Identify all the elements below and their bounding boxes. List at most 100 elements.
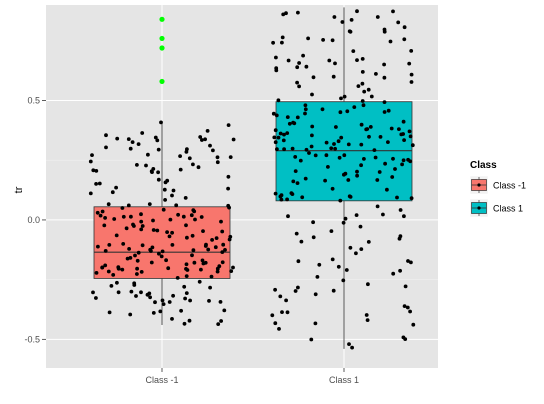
data-point: [402, 304, 407, 308]
data-point: [282, 132, 286, 137]
data-point: [391, 156, 395, 161]
data-point: [360, 99, 365, 103]
data-point: [304, 147, 309, 152]
data-point: [226, 203, 231, 208]
data-point: [184, 223, 188, 228]
data-point: [391, 9, 395, 14]
data-point: [178, 167, 183, 172]
data-point: [147, 291, 152, 296]
data-point: [215, 269, 220, 274]
outlier-point: [159, 45, 165, 51]
data-point: [368, 125, 373, 129]
data-point: [281, 138, 286, 143]
data-point: [162, 187, 167, 192]
data-point: [134, 294, 138, 298]
data-point: [297, 61, 301, 65]
y-tick-label: 0.0: [27, 215, 40, 225]
data-point: [367, 134, 371, 139]
jitter-points-layer: [88, 9, 416, 350]
data-point: [324, 153, 329, 158]
data-point: [323, 178, 327, 183]
data-point: [343, 216, 348, 221]
data-point: [346, 178, 351, 182]
data-point: [135, 258, 140, 263]
data-point: [184, 291, 189, 295]
data-point: [130, 140, 135, 145]
data-point: [95, 210, 100, 215]
data-point: [375, 204, 380, 209]
data-point: [346, 142, 351, 147]
outlier-point: [159, 78, 165, 85]
data-point: [275, 147, 279, 152]
data-point: [103, 263, 108, 268]
data-point: [150, 245, 155, 250]
data-point: [349, 18, 354, 22]
data-point: [409, 80, 414, 84]
data-point: [309, 337, 314, 342]
data-point: [397, 127, 401, 131]
data-point: [406, 157, 410, 162]
data-point: [213, 245, 218, 250]
data-point: [159, 254, 164, 259]
data-point: [409, 196, 414, 201]
data-point: [151, 228, 156, 232]
data-point: [381, 212, 385, 217]
data-point: [188, 298, 193, 303]
data-point: [221, 242, 226, 247]
data-point: [398, 268, 402, 273]
data-point: [165, 230, 170, 235]
data-point: [125, 256, 130, 261]
data-point: [339, 135, 344, 140]
data-point: [187, 318, 192, 323]
data-point: [279, 197, 284, 202]
data-point: [197, 279, 202, 284]
data-point: [174, 203, 179, 208]
data-point: [182, 284, 187, 289]
data-point: [285, 197, 289, 202]
data-point: [389, 126, 394, 131]
data-point: [342, 172, 346, 177]
data-point: [276, 135, 281, 140]
data-point: [372, 148, 377, 153]
data-point: [198, 135, 203, 139]
data-point: [295, 181, 300, 186]
data-point: [280, 35, 285, 40]
data-point: [126, 203, 131, 208]
data-point: [375, 15, 380, 19]
data-point: [171, 293, 176, 298]
data-point: [223, 248, 227, 252]
data-point: [215, 160, 220, 165]
outliers-layer: [159, 16, 165, 85]
data-point: [352, 105, 357, 109]
data-point: [398, 208, 403, 212]
data-point: [120, 267, 125, 272]
data-point: [313, 321, 318, 326]
data-point: [362, 157, 366, 161]
data-point: [303, 103, 308, 108]
data-point: [382, 62, 386, 67]
data-point: [140, 131, 145, 135]
y-tick-label: -0.5: [24, 334, 40, 344]
data-point: [294, 231, 299, 236]
data-point: [139, 219, 144, 224]
data-point: [338, 198, 343, 203]
data-point: [106, 269, 111, 274]
data-point: [293, 155, 298, 159]
data-point: [386, 108, 391, 113]
data-point: [189, 213, 194, 218]
data-point: [114, 185, 118, 190]
data-point: [272, 135, 277, 140]
data-point: [124, 226, 129, 231]
data-point: [355, 9, 359, 14]
data-point: [382, 100, 387, 104]
data-point: [167, 234, 172, 239]
data-point: [295, 80, 299, 85]
data-point: [369, 94, 374, 99]
data-point: [114, 233, 119, 238]
data-point: [298, 158, 303, 163]
data-point: [215, 155, 220, 160]
data-point: [374, 72, 378, 76]
data-point: [190, 253, 194, 258]
data-point: [135, 163, 139, 167]
data-point: [359, 163, 363, 168]
